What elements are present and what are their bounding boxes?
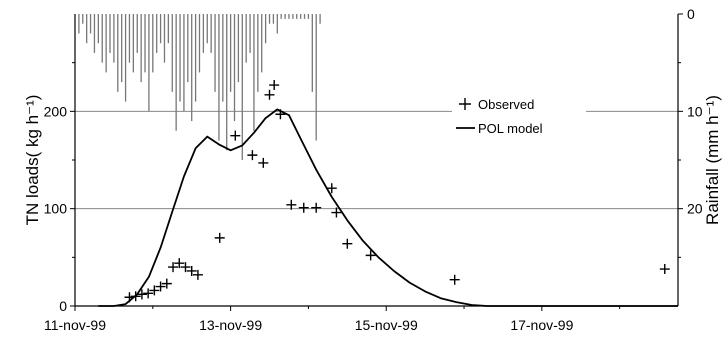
observed-point	[230, 130, 241, 141]
y-axis-title: TN loads( kg h⁻¹)	[23, 95, 42, 226]
observed-point	[311, 202, 322, 213]
model-layer	[98, 108, 678, 307]
observed-point	[136, 289, 147, 300]
observed-point	[168, 262, 179, 273]
x-tick-label: 17-nov-99	[510, 317, 573, 333]
observed-point	[192, 269, 203, 280]
observed-point	[258, 157, 269, 168]
observed-point	[269, 80, 280, 91]
observed-point	[342, 238, 353, 249]
axes: 0 100 200 0 10 20 11-nov-99 13-nov-99 15-nov-99 1…	[44, 6, 703, 333]
observed-point	[659, 264, 670, 275]
observed-point	[180, 262, 191, 273]
observed-point	[331, 207, 342, 218]
observed-point	[143, 288, 154, 299]
y-tick-label: 100	[44, 201, 68, 217]
y2-tick-label: 0	[687, 6, 695, 22]
observed-point	[298, 202, 309, 213]
observed-point	[365, 250, 376, 261]
observed-point	[286, 199, 297, 210]
x-tick-label: 15-nov-99	[355, 317, 418, 333]
observed-point	[264, 89, 275, 100]
observed-point	[186, 265, 197, 276]
y2-tick-label: 20	[687, 201, 703, 217]
legend-observed-marker	[459, 98, 471, 110]
y2-tick-label: 10	[687, 103, 703, 119]
legend: Observed POL model	[452, 89, 586, 141]
legend-label-pol-model: POL model	[478, 121, 543, 136]
observed-point	[247, 150, 258, 161]
observed-point	[275, 109, 286, 120]
y-tick-label: 0	[59, 298, 67, 314]
observed-point	[124, 292, 135, 303]
observed-point	[174, 258, 185, 269]
legend-box	[452, 89, 586, 141]
observed-point	[214, 232, 225, 243]
legend-label-observed: Observed	[478, 97, 534, 112]
observed-point	[161, 278, 172, 289]
gridlines	[75, 110, 678, 210]
observed-point	[155, 281, 166, 292]
x-tick-label: 11-nov-99	[44, 317, 106, 333]
observed-point	[449, 274, 460, 285]
y-tick-label: 200	[44, 103, 68, 119]
series-line-pol-model	[98, 108, 678, 307]
y2-axis-title: Rainfall (mm h⁻¹)	[703, 95, 722, 225]
rainfall-bars	[78, 14, 321, 160]
observed-layer	[124, 80, 670, 303]
labels: TN loads( kg h⁻¹) Rainfall (mm h⁻¹)	[23, 95, 722, 226]
observed-point	[130, 291, 141, 302]
x-tick-label: 13-nov-99	[199, 317, 262, 333]
observed-point	[326, 183, 337, 194]
observed-point	[149, 285, 160, 296]
